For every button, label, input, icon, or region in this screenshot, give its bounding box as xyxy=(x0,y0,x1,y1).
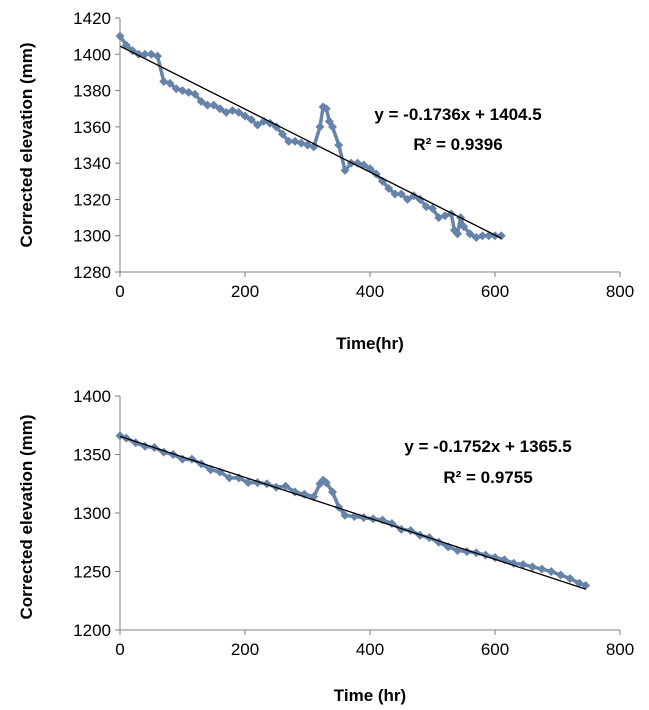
y-tick-label: 1380 xyxy=(73,82,111,101)
data-point xyxy=(321,104,331,114)
trendline xyxy=(119,435,586,590)
data-point xyxy=(224,473,234,483)
data-point xyxy=(140,49,150,59)
x-tick-label: 200 xyxy=(231,282,259,301)
data-point xyxy=(334,140,344,150)
data-point xyxy=(115,31,125,41)
trend-equation: y = -0.1752x + 1365.5 xyxy=(404,437,571,456)
data-point xyxy=(190,89,200,99)
y-tick-label: 1360 xyxy=(73,118,111,137)
data-point xyxy=(215,104,225,114)
x-ticks: 0 200 400 600 800 xyxy=(115,272,634,301)
x-tick-label: 600 xyxy=(481,640,509,659)
x-tick-label: 200 xyxy=(231,640,259,659)
data-point xyxy=(262,479,272,489)
y-tick-label: 1300 xyxy=(73,504,111,523)
x-tick-label: 0 xyxy=(115,640,124,659)
data-point xyxy=(315,122,325,132)
y-ticks: 1280 1300 1320 1340 1360 1380 1400 1420 xyxy=(73,9,120,282)
y-tick-label: 1340 xyxy=(73,154,111,173)
data-point xyxy=(165,78,175,88)
y-tick-label: 1350 xyxy=(73,446,111,465)
data-point xyxy=(246,115,256,125)
data-point xyxy=(187,454,197,464)
data-point xyxy=(556,570,566,580)
y-tick-label: 1300 xyxy=(73,227,111,246)
data-point xyxy=(234,107,244,117)
data-point xyxy=(496,231,506,241)
r-squared: R² = 0.9396 xyxy=(413,135,502,154)
data-point xyxy=(203,100,212,110)
r-squared: R² = 0.9755 xyxy=(443,468,532,487)
y-tick-label: 1400 xyxy=(73,387,111,406)
x-tick-label: 0 xyxy=(115,282,124,301)
data-point xyxy=(253,120,262,130)
data-point xyxy=(453,229,462,239)
y-tick-label: 1420 xyxy=(73,9,111,28)
data-point xyxy=(271,122,281,132)
data-point xyxy=(546,567,556,576)
data-point xyxy=(243,478,253,488)
chart-top: 1280 1300 1320 1340 1360 1380 1400 1420 0 200 400… xyxy=(17,9,634,353)
data-point xyxy=(284,136,294,146)
x-tick-label: 800 xyxy=(606,640,634,659)
data-point xyxy=(518,559,528,569)
data-point xyxy=(528,562,537,572)
data-point xyxy=(196,96,206,106)
data-point xyxy=(153,51,162,61)
data-point xyxy=(537,564,547,574)
data-point xyxy=(321,478,331,488)
data-point xyxy=(168,450,178,459)
data-point xyxy=(328,487,337,497)
data-point xyxy=(478,231,487,241)
x-ticks: 0 200 400 600 800 xyxy=(115,630,634,659)
y-tick-label: 1200 xyxy=(73,621,111,640)
data-point xyxy=(396,524,406,534)
trendline xyxy=(119,45,502,239)
data-point xyxy=(565,574,575,584)
data-point xyxy=(281,481,291,491)
trend-equation: y = -0.1736x + 1404.5 xyxy=(374,105,541,124)
y-tick-label: 1280 xyxy=(73,263,111,282)
y-tick-label: 1320 xyxy=(73,190,111,209)
y-axis-title: Corrected elevation (mm) xyxy=(17,415,36,620)
data-point xyxy=(328,122,337,132)
data-point xyxy=(278,129,287,139)
data-point xyxy=(403,194,412,204)
y-axis-title: Corrected elevation (mm) xyxy=(17,43,36,248)
x-axis-title: Time(hr) xyxy=(336,334,404,353)
y-tick-label: 1400 xyxy=(73,45,111,64)
data-point xyxy=(340,510,350,520)
chart-bottom: 1200 1250 1300 1350 1400 0 200 400 600 800 Time … xyxy=(17,387,634,705)
data-point xyxy=(340,165,350,175)
data-point xyxy=(209,100,219,110)
data-point xyxy=(396,189,406,199)
x-axis-title: Time (hr) xyxy=(334,686,406,705)
data-point xyxy=(390,189,400,199)
data-point xyxy=(428,204,437,213)
y-tick-label: 1250 xyxy=(73,563,111,582)
data-point xyxy=(415,194,425,204)
x-tick-label: 400 xyxy=(356,282,384,301)
x-tick-label: 400 xyxy=(356,640,384,659)
y-ticks: 1200 1250 1300 1350 1400 xyxy=(73,387,120,640)
data-point xyxy=(240,111,250,121)
x-tick-label: 600 xyxy=(481,282,509,301)
data-point xyxy=(465,229,475,239)
data-point xyxy=(459,222,469,232)
x-tick-label: 800 xyxy=(606,282,634,301)
data-point xyxy=(384,184,394,194)
